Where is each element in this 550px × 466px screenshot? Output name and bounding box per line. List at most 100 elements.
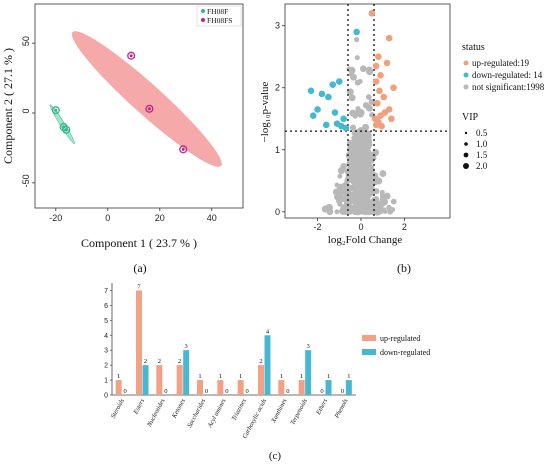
bar-y-tick-label: 0 (104, 393, 108, 400)
down-regulated-value-label: 0 (246, 388, 249, 395)
ns-point (364, 153, 370, 158)
pca-x-axis-label: Component 1 ( 23.7 % ) (81, 236, 197, 250)
ns-point (358, 208, 364, 214)
pca-x-tick-label: 20 (155, 213, 165, 223)
ns-point (365, 94, 372, 100)
volcano-x-tick-label: -2 (314, 222, 322, 232)
ns-point (346, 189, 351, 194)
ns-point (355, 106, 361, 112)
ns-point (345, 208, 351, 215)
up-regulated-point (380, 93, 388, 101)
bar-category-label: Triazines (231, 397, 249, 422)
ns-point (351, 136, 360, 144)
down-regulated-value-label: 0 (124, 388, 127, 395)
volcano-legend-vip-swatch-3 (463, 152, 469, 158)
fh08f-point-3 (62, 125, 71, 134)
fh08fs-point-1 (127, 51, 136, 60)
bar-category-label: Terpenoids (289, 397, 309, 426)
pca-x-tick-label: -20 (49, 213, 62, 223)
down-regulated-value-label: 0 (286, 388, 289, 395)
up-regulated-point (385, 34, 393, 42)
volcano-legend: status up-regulated:19 down-regulated: 14 n… (462, 42, 545, 171)
bar-category-label: Esters (132, 397, 146, 416)
up-regulated-bar (156, 365, 163, 395)
up-regulated-point (373, 99, 381, 107)
up-regulated-point (390, 84, 397, 92)
up-regulated-bar (237, 380, 244, 395)
up-regulated-value-label: 1 (300, 373, 303, 380)
ns-point (354, 160, 361, 167)
ns-point (359, 144, 366, 151)
panel-c-label: (c) (269, 450, 282, 462)
volcano-x-axis-label: log₂Fold Change (328, 234, 403, 246)
ns-point (351, 165, 359, 173)
ns-point (333, 193, 341, 201)
up-regulated-bar (298, 380, 305, 395)
up-regulated-bar (278, 380, 285, 395)
bar-category-label: Saccharides (186, 397, 207, 429)
ns-point (367, 67, 373, 73)
volcano-plot-frame (284, 3, 451, 219)
bar-y-tick-label: 2 (104, 363, 108, 370)
ns-point (359, 65, 367, 73)
ns-point (340, 163, 347, 170)
ns-point (364, 207, 370, 213)
volcano-y-tick-label: 0 (275, 207, 280, 217)
fh08f-point-1 (51, 106, 60, 115)
up-regulated-point (372, 78, 380, 85)
ns-point (348, 71, 355, 78)
bar-category-label: Ketones (170, 397, 187, 420)
volcano-x-tick-label: 2 (402, 222, 407, 232)
bar-y-tick-label: 4 (104, 333, 108, 340)
bar-category-label: Ethers (315, 397, 330, 417)
fh08f-point-core-1 (54, 108, 58, 112)
ns-point (378, 200, 386, 208)
bar-category-label: Nucleotides (146, 397, 167, 429)
down-regulated-point (340, 115, 347, 123)
up-regulated-value-label: 1 (117, 373, 120, 380)
ns-point (361, 123, 370, 131)
ns-point (325, 203, 334, 212)
ns-point (340, 196, 346, 203)
volcano-panel: -2 0 2 0 1 2 3 log₂Fold Change −log₁₀p-value s… (259, 3, 545, 275)
ns-point (365, 191, 373, 198)
up-regulated-bar (115, 380, 122, 395)
down-regulated-point (329, 81, 337, 88)
bar-legend-swatch-2 (362, 349, 376, 355)
bar-y-tick-label: 7 (104, 288, 108, 295)
down-regulated-bar (142, 365, 149, 395)
bar-y-tick-label: 1 (104, 378, 108, 385)
up-regulated-bar (176, 365, 183, 395)
pca-legend-swatch-2 (201, 18, 205, 22)
up-regulated-value-label: 7 (137, 283, 141, 290)
down-regulated-value-label: 1 (327, 373, 330, 380)
up-regulated-value-label: 1 (219, 373, 222, 380)
bar-category-label: Steroids (110, 397, 126, 419)
fh08fs-point-2 (145, 104, 154, 113)
pca-y-tick-label: -50 (21, 174, 31, 187)
volcano-legend-status-swatch-1 (463, 60, 469, 66)
fh08fs-confidence-ellipse (71, 31, 222, 167)
volcano-y-tick-label: 1 (275, 145, 280, 155)
down-regulated-point (307, 87, 315, 95)
ns-point (337, 173, 343, 179)
up-regulated-bar (258, 365, 264, 395)
ns-point (356, 198, 361, 204)
ns-point (390, 207, 396, 213)
volcano-legend-vip-label-2: 1.0 (476, 139, 488, 149)
down-regulated-value-label: 3 (307, 343, 310, 350)
up-regulated-point (375, 53, 382, 61)
pca-plot-frame (34, 3, 244, 209)
volcano-legend-vip-label-3: 1.5 (476, 150, 488, 160)
ns-point (349, 124, 357, 131)
down-regulated-point (331, 109, 339, 116)
volcano-y-axis-label: −log₁₀p-value (259, 81, 271, 142)
bar-legend-label-1: up-regulated (380, 334, 420, 343)
fh08fs-point-3 (179, 145, 188, 154)
ns-point (378, 209, 384, 215)
bar-category-label: Xanthines (270, 397, 289, 425)
ns-point (373, 188, 380, 195)
volcano-y-tick-label: 3 (275, 21, 280, 31)
